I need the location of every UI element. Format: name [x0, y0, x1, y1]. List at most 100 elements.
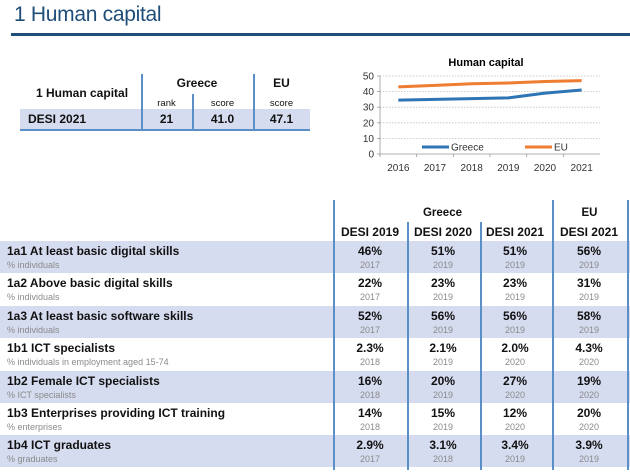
indicator-value: 56%	[576, 244, 602, 258]
summary-divider	[253, 74, 255, 130]
y-tick-label: 30	[363, 103, 375, 114]
table-row: 1b1 ICT specialists% individuals in empl…	[0, 338, 630, 370]
summary-greece-score: 41.0	[210, 112, 235, 126]
indicator-value: 58%	[576, 308, 602, 323]
series-line-eu	[398, 79, 582, 89]
summary-table: 1 Human capital Greece EU rank score sco…	[20, 74, 310, 132]
table-row: 1a3 At least basic software skills% indi…	[0, 305, 630, 338]
column-divider	[407, 222, 409, 470]
x-tick-label: 2021	[571, 163, 594, 174]
summary-eu-score-subheader: score	[269, 98, 294, 109]
indicator-year: 2019	[504, 454, 526, 465]
column-divider	[480, 222, 482, 470]
x-tick-label: 2019	[497, 163, 520, 174]
indicator-year: 2020	[578, 422, 600, 432]
indicator-unit: % enterprises	[7, 422, 63, 432]
indicator-value: 20%	[576, 406, 602, 420]
legend-label: Greece	[451, 143, 484, 154]
indicator-value: 51%	[430, 244, 456, 258]
table-row: 1b4 ICT graduates% graduates 2.9% 2017 3.1%…	[0, 435, 630, 468]
indicator-year: 2018	[359, 357, 381, 368]
indicator-name: 1a1 At least basic digital skills	[7, 244, 180, 258]
indicator-year: 2020	[504, 357, 526, 368]
table-row: 1b2 Female ICT specialists% ICT speciali…	[0, 370, 630, 403]
column-header: DESI 2021	[559, 225, 619, 239]
indicator-value: 2.1%	[429, 341, 457, 356]
indicator-year: 2019	[504, 324, 526, 335]
indicator-name: 1b3 Enterprises providing ICT training	[7, 406, 226, 420]
chart-title: Human capital	[448, 57, 523, 69]
table-row: 1b3 Enterprises providing ICT training % …	[0, 403, 630, 435]
indicator-name: 1b2 Female ICT specialists	[7, 373, 160, 388]
indicator-value: 56%	[430, 308, 456, 323]
indicator-year: 2019	[432, 324, 454, 335]
indicator-name: 1b1 ICT specialists	[7, 341, 116, 356]
indicator-year: 2017	[359, 292, 381, 303]
column-divider	[333, 200, 335, 470]
summary-row-label: DESI 2021	[28, 112, 87, 126]
indicator-value: 3.4%	[501, 438, 529, 453]
table-row: 1a2 Above basic digital skills% individu…	[0, 273, 630, 305]
indicator-name: 1a2 Above basic digital skills	[7, 276, 173, 291]
indicator-value: 23%	[502, 276, 528, 291]
indicator-year: 2019	[578, 260, 600, 270]
summary-divider	[141, 74, 143, 130]
indicator-value: 46%	[357, 244, 383, 258]
x-tick-label: 2018	[461, 163, 484, 174]
indicator-year: 2019	[578, 454, 600, 465]
y-tick-label: 0	[368, 150, 374, 161]
y-tick-label: 20	[363, 118, 375, 129]
indicator-year: 2019	[432, 292, 454, 303]
line-chart-svg: Human capital 0 10 20 30 40 50 2016 2017 2018 20…	[363, 57, 600, 174]
column-header: DESI 2019	[340, 225, 400, 239]
indicator-year: 2018	[359, 422, 381, 432]
indicator-value: 27%	[502, 373, 528, 388]
indicator-unit: % individuals in employment aged 15-74	[7, 357, 169, 368]
indicator-value: 56%	[502, 308, 528, 323]
group-header-eu: EU	[581, 207, 598, 219]
indicator-year: 2020	[578, 357, 600, 368]
page-title: 1 Human capital	[14, 3, 162, 26]
indicator-value: 2.3%	[356, 341, 384, 356]
indicator-name: 1a3 At least basic software skills	[7, 308, 194, 323]
indicator-year: 2019	[432, 260, 454, 270]
indicator-value: 15%	[430, 406, 456, 420]
indicator-value: 3.1%	[429, 438, 457, 453]
indicator-value: 19%	[576, 373, 602, 388]
x-tick-label: 2020	[534, 163, 557, 174]
x-tick-label: 2016	[387, 163, 410, 174]
indicator-unit: % individuals	[7, 324, 60, 335]
title-underline	[11, 33, 630, 36]
indicator-value: 2.0%	[501, 341, 529, 356]
summary-eu-score: 47.1	[269, 112, 294, 126]
group-header-greece: Greece	[422, 207, 462, 219]
indicator-year: 2019	[504, 260, 526, 270]
column-header: DESI 2021	[485, 225, 545, 239]
indicator-value: 51%	[502, 244, 528, 258]
legend-label: EU	[554, 143, 568, 154]
indicator-value: 31%	[576, 276, 602, 291]
x-tick-label: 2017	[424, 163, 447, 174]
indicator-unit: % ICT specialists	[7, 389, 76, 400]
indicator-year: 2019	[578, 324, 600, 335]
indicator-value: 22%	[357, 276, 383, 291]
indicator-unit: % graduates	[7, 454, 58, 465]
indicator-value: 3.9%	[575, 438, 603, 453]
table-row: 1a1 At least basic digital skills % indiv…	[0, 241, 630, 273]
y-tick-label: 50	[363, 72, 375, 83]
indicator-year: 2020	[504, 389, 526, 400]
column-divider	[552, 200, 554, 470]
indicator-value: 14%	[357, 406, 383, 420]
indicator-year: 2019	[504, 292, 526, 303]
summary-greece-score-subheader: score	[210, 98, 235, 109]
summary-row: DESI 2021 21 41.0 47.1	[20, 109, 310, 131]
summary-label: 1 Human capital	[36, 86, 129, 100]
column-header: DESI 2020	[413, 225, 473, 239]
series-line-greece	[398, 88, 582, 102]
y-tick-label: 10	[363, 134, 375, 145]
column-divider	[627, 200, 629, 470]
indicator-year: 2017	[359, 454, 381, 465]
indicator-year: 2018	[359, 389, 381, 400]
indicator-value: 52%	[357, 308, 383, 323]
y-tick-label: 40	[363, 87, 375, 98]
